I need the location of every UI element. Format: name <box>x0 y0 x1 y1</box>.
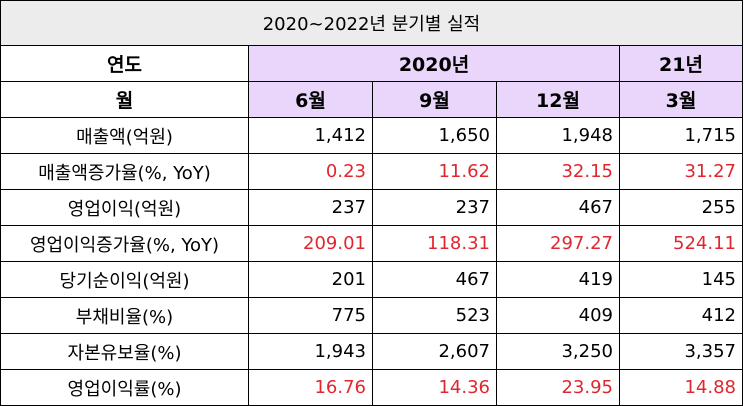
value-cell: 1,650 <box>372 117 497 154</box>
value-cell: 419 <box>496 261 620 298</box>
value-cell: 201 <box>248 261 373 298</box>
table-row: 부채비율(%) 775 523 409 412 <box>0 297 743 334</box>
table-body: 매출액(억원) 1,412 1,650 1,948 1,715 매출액증가율(%, YoY… <box>0 117 743 406</box>
month-header-row: 월 6월 9월 12월 3월 <box>0 81 743 118</box>
value-cell: 237 <box>372 189 497 226</box>
value-cell: 209.01 <box>248 225 373 262</box>
year-label: 연도 <box>0 45 249 82</box>
year-header-row: 연도 2020년 21년 <box>0 45 743 82</box>
value-cell: 1,948 <box>496 117 620 154</box>
value-cell: 16.76 <box>248 369 373 406</box>
row-label: 매출액증가율(%, YoY) <box>0 153 249 190</box>
value-cell: 23.95 <box>496 369 620 406</box>
value-cell: 1,412 <box>248 117 373 154</box>
table-row: 매출액증가율(%, YoY) 0.23 11.62 32.15 31.27 <box>0 153 743 190</box>
table-row: 당기순이익(억원) 201 467 419 145 <box>0 261 743 298</box>
row-label: 매출액(억원) <box>0 117 249 154</box>
value-cell: 11.62 <box>372 153 497 190</box>
value-cell: 467 <box>496 189 620 226</box>
value-cell: 237 <box>248 189 373 226</box>
value-cell: 523 <box>372 297 497 334</box>
table-row: 영업이익률(%) 16.76 14.36 23.95 14.88 <box>0 369 743 406</box>
row-label: 영업이익증가율(%, YoY) <box>0 225 249 262</box>
value-cell: 255 <box>619 189 743 226</box>
value-cell: 524.11 <box>619 225 743 262</box>
value-cell: 3,250 <box>496 333 620 370</box>
value-cell: 297.27 <box>496 225 620 262</box>
row-label: 영업이익(억원) <box>0 189 249 226</box>
title-row: 2020~2022년 분기별 실적 <box>0 0 743 46</box>
table-row: 영업이익(억원) 237 237 467 255 <box>0 189 743 226</box>
value-cell: 412 <box>619 297 743 334</box>
table-row: 영업이익증가율(%, YoY) 209.01 118.31 297.27 524.11 <box>0 225 743 262</box>
value-cell: 0.23 <box>248 153 373 190</box>
value-cell: 118.31 <box>372 225 497 262</box>
month-header: 9월 <box>372 81 497 118</box>
row-label: 자본유보율(%) <box>0 333 249 370</box>
value-cell: 1,943 <box>248 333 373 370</box>
month-header: 6월 <box>248 81 373 118</box>
value-cell: 32.15 <box>496 153 620 190</box>
value-cell: 14.88 <box>619 369 743 406</box>
value-cell: 14.36 <box>372 369 497 406</box>
value-cell: 409 <box>496 297 620 334</box>
month-header: 12월 <box>496 81 620 118</box>
value-cell: 467 <box>372 261 497 298</box>
value-cell: 31.27 <box>619 153 743 190</box>
row-label: 당기순이익(억원) <box>0 261 249 298</box>
table-row: 매출액(억원) 1,412 1,650 1,948 1,715 <box>0 117 743 154</box>
table-row: 자본유보율(%) 1,943 2,607 3,250 3,357 <box>0 333 743 370</box>
value-cell: 3,357 <box>619 333 743 370</box>
month-header: 3월 <box>619 81 743 118</box>
row-label: 부채비율(%) <box>0 297 249 334</box>
value-cell: 2,607 <box>372 333 497 370</box>
value-cell: 775 <box>248 297 373 334</box>
table-title: 2020~2022년 분기별 실적 <box>0 0 743 46</box>
month-label: 월 <box>0 81 249 118</box>
value-cell: 145 <box>619 261 743 298</box>
year-21-header: 21년 <box>619 45 743 82</box>
year-2020-header: 2020년 <box>248 45 620 82</box>
row-label: 영업이익률(%) <box>0 369 249 406</box>
value-cell: 1,715 <box>619 117 743 154</box>
